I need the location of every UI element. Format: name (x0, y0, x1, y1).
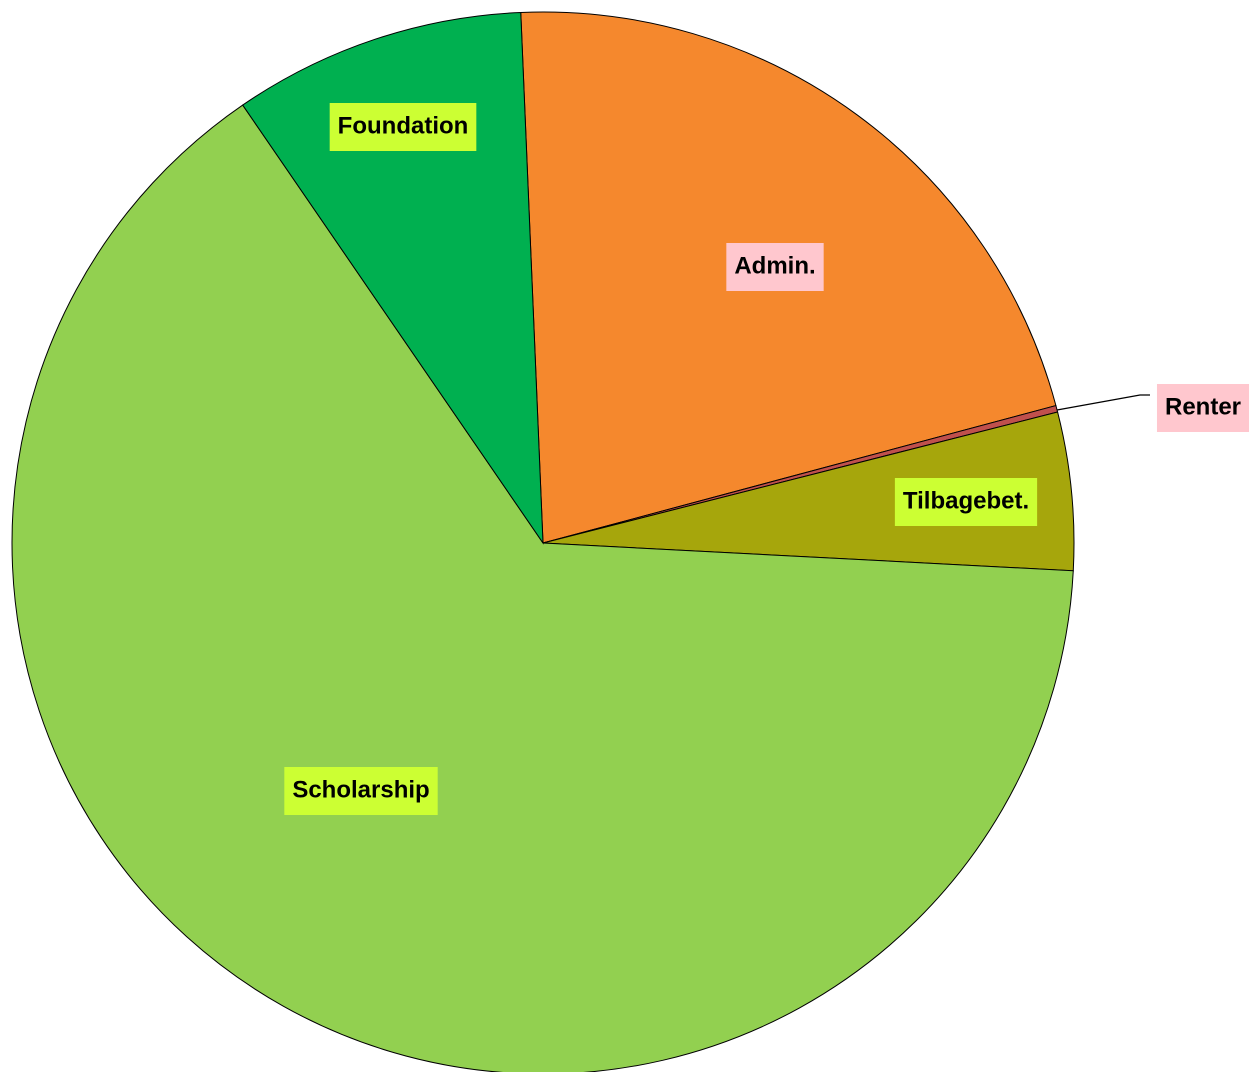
slice-label: Scholarship (292, 776, 429, 803)
label-background (894, 478, 1038, 526)
leader-line (1056, 394, 1150, 411)
label-background (726, 243, 824, 291)
slice-label: Foundation (338, 112, 469, 139)
pie-slice (542, 411, 1075, 572)
pie (11, 11, 1075, 1072)
slice-label: Tilbagebet. (903, 487, 1029, 514)
label-background (284, 767, 438, 815)
labels: Admin. Renter Tilbagebet. Scholarship Founda… (284, 103, 1250, 815)
label-background (329, 103, 477, 151)
label-background (1156, 384, 1250, 432)
slice-label: Admin. (734, 252, 815, 279)
slice-label: Renter (1165, 393, 1241, 420)
pie-slice (11, 104, 1074, 1072)
